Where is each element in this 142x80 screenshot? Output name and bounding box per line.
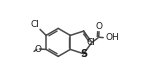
Text: Cl: Cl: [31, 20, 39, 29]
Text: O: O: [35, 44, 42, 54]
Text: Cl: Cl: [87, 38, 96, 47]
Text: O: O: [96, 22, 103, 31]
Text: OH: OH: [105, 33, 119, 42]
Text: S: S: [80, 49, 87, 59]
